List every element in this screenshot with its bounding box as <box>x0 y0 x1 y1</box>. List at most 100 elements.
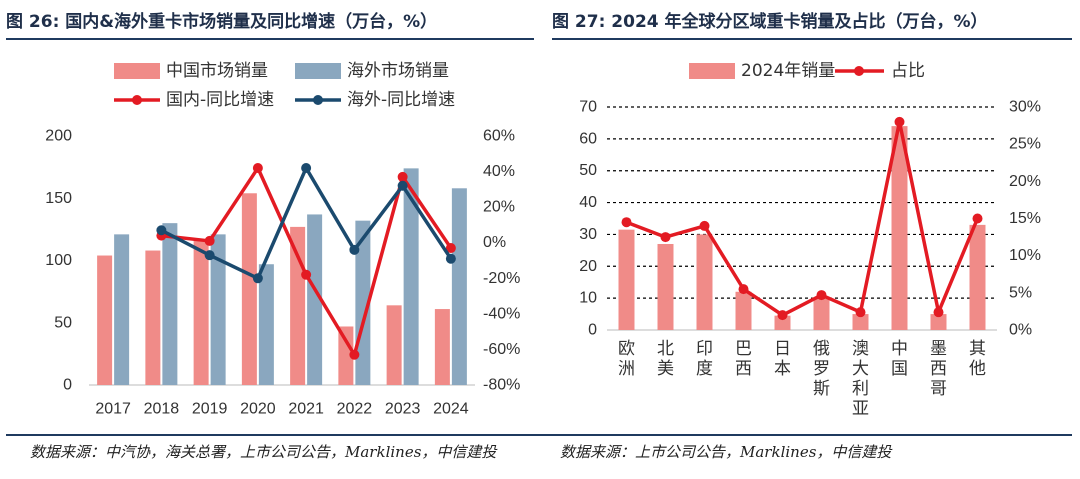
left-y-tick-label: 50 <box>54 314 72 331</box>
overseas-yoy-point <box>156 225 167 236</box>
right-y2-tick-label: 20% <box>1009 173 1041 190</box>
share-point <box>972 213 983 224</box>
left-figure-header: 图 26: 国内&海外重卡市场销量及同比增速（万台，%） <box>6 0 534 38</box>
bar-regional-sales <box>891 126 908 330</box>
right-y-tick-label: 70 <box>579 99 597 116</box>
overseas-yoy-point <box>204 250 215 261</box>
left-header-rule <box>6 38 534 40</box>
left-source-note: 数据来源：中汽协，海关总署，上市公司公告，Marklines，中信建投 <box>30 443 497 461</box>
legend-marker-overseas-yoy <box>313 95 323 105</box>
legend-label-domestic: 中国市场销量 <box>166 61 268 81</box>
bar-domestic-sales <box>145 250 161 385</box>
right-y-tick-label: 40 <box>579 194 597 211</box>
legend-label-regional-sales: 2024年销量 <box>741 61 835 81</box>
domestic-yoy-point <box>445 243 456 254</box>
bar-regional-sales <box>696 234 713 330</box>
right-y2-tick-label: 5% <box>1009 284 1032 301</box>
share-point <box>621 217 632 228</box>
right-y2-tick-label: 0% <box>1009 322 1032 339</box>
left-figure-number: 图 26: <box>6 11 60 32</box>
right-figure-number: 图 27: <box>552 11 606 32</box>
right-y-tick-label: 0 <box>588 322 597 339</box>
domestic-yoy-point <box>397 171 408 182</box>
right-y-tick-label: 20 <box>579 258 597 275</box>
domestic-yoy-point <box>204 235 215 246</box>
bar-domestic-sales <box>241 193 257 385</box>
share-point <box>933 307 944 318</box>
legend-swatch-regional-sales <box>689 63 735 79</box>
right-x-tick-label: 澳大利亚 <box>852 339 869 419</box>
legend-swatch-domestic <box>114 63 160 79</box>
right-x-tick-label: 巴西 <box>735 339 752 379</box>
legend-label-overseas-yoy: 海外-同比增速 <box>347 90 455 110</box>
right-x-tick-label: 中国 <box>891 339 908 379</box>
bar-domestic-sales <box>338 326 354 385</box>
bar-regional-sales <box>735 291 752 330</box>
bar-regional-sales <box>969 224 986 330</box>
bar-overseas-sales <box>258 264 274 385</box>
domestic-yoy-point <box>301 269 312 280</box>
right-y-tick-label: 50 <box>579 162 597 179</box>
overseas-yoy-point <box>252 273 263 284</box>
left-y2-tick-label: -40% <box>483 305 520 322</box>
bar-regional-sales <box>774 315 791 330</box>
bar-overseas-sales <box>162 223 178 385</box>
right-source-note: 数据来源：上市公司公告，Marklines，中信建投 <box>560 443 892 461</box>
bar-regional-sales <box>618 229 635 330</box>
right-y2-tick-label: 25% <box>1009 136 1041 153</box>
left-x-tick-label: 2018 <box>144 401 180 418</box>
right-figure-header: 图 27: 2024 年全球分区域重卡销量及占比（万台，%） <box>552 0 1072 38</box>
left-y-tick-label: 100 <box>45 252 72 269</box>
bar-regional-sales <box>657 243 674 330</box>
bar-regional-sales <box>930 314 947 330</box>
left-x-tick-label: 2017 <box>95 401 131 418</box>
left-y2-tick-label: -80% <box>483 377 520 394</box>
left-x-tick-label: 2020 <box>240 401 276 418</box>
bar-overseas-sales <box>307 214 323 385</box>
right-x-tick-label: 墨西哥 <box>930 339 947 399</box>
bar-overseas-sales <box>403 168 419 385</box>
overseas-yoy-point <box>301 163 312 174</box>
left-figure-title: 国内&海外重卡市场销量及同比增速（万台，%） <box>65 11 438 32</box>
overseas-yoy-point <box>397 180 408 191</box>
legend-label-share: 占比 <box>891 61 925 81</box>
right-y2-tick-label: 10% <box>1009 247 1041 264</box>
overseas-yoy-point <box>445 253 456 264</box>
right-x-tick-label: 俄罗斯 <box>813 339 830 399</box>
right-x-tick-label: 日本 <box>774 339 791 379</box>
right-y-tick-label: 60 <box>579 130 597 147</box>
left-x-tick-label: 2021 <box>288 401 324 418</box>
share-point <box>855 307 866 318</box>
legend-label-overseas: 海外市场销量 <box>347 61 449 81</box>
bar-domestic-sales <box>386 305 402 385</box>
right-header-rule <box>552 38 1072 40</box>
legend-label-domestic-yoy: 国内-同比增速 <box>166 90 274 110</box>
overseas-yoy-point <box>349 244 360 255</box>
left-y2-tick-label: 20% <box>483 199 515 216</box>
right-figure-title: 2024 年全球分区域重卡销量及占比（万台，%） <box>611 11 988 32</box>
right-y2-tick-label: 30% <box>1009 99 1041 116</box>
bar-overseas-sales <box>114 234 130 385</box>
bar-regional-sales <box>813 298 830 330</box>
right-x-tick-label: 其他 <box>969 339 986 379</box>
left-x-tick-label: 2023 <box>385 401 421 418</box>
bar-domestic-sales <box>97 255 113 385</box>
left-y-tick-label: 150 <box>45 190 72 207</box>
domestic-yoy-point <box>252 163 263 174</box>
bar-overseas-sales <box>451 188 467 385</box>
share-point <box>738 284 749 295</box>
right-y-tick-label: 10 <box>579 290 597 307</box>
left-x-tick-label: 2022 <box>337 401 373 418</box>
domestic-yoy-point <box>349 349 360 360</box>
share-point <box>894 116 905 127</box>
share-line <box>625 120 980 317</box>
left-y2-tick-label: 60% <box>483 128 515 145</box>
legend-swatch-overseas <box>295 63 341 79</box>
share-point <box>816 290 827 301</box>
legend-marker-domestic-yoy <box>132 95 142 105</box>
left-x-tick-label: 2019 <box>192 401 228 418</box>
share-point <box>777 310 788 321</box>
right-x-tick-label: 印度 <box>696 339 713 379</box>
